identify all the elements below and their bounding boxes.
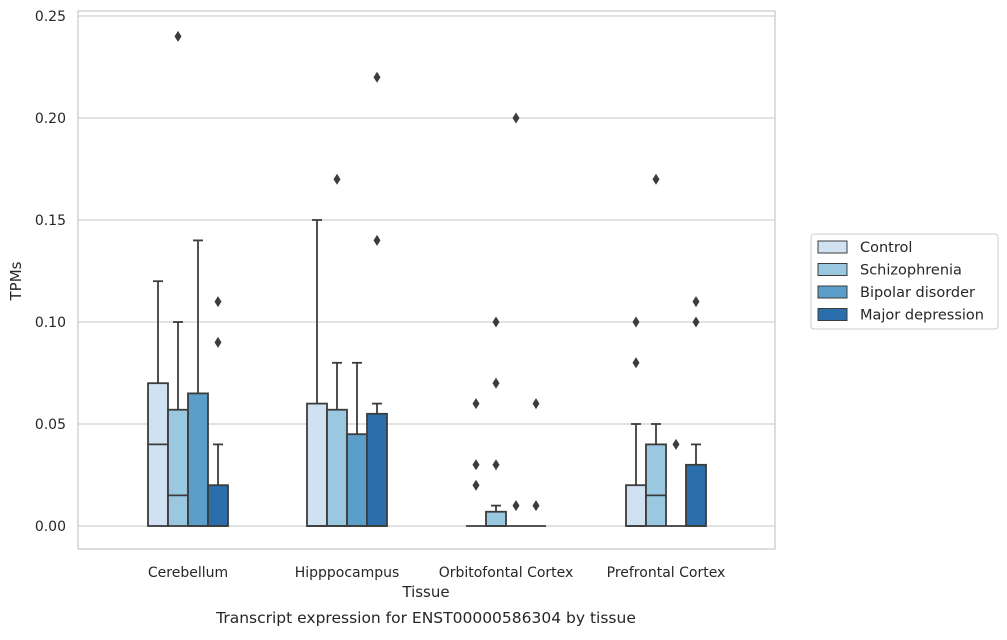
outlier-point: [692, 296, 700, 308]
box: [645, 443, 667, 527]
x-tick-label: Orbitofontal Cortex: [439, 565, 574, 581]
box: [187, 392, 209, 527]
outlier-point: [214, 336, 222, 348]
y-axis-label: TPMs: [7, 261, 25, 301]
legend: Control Schizophrenia Bipolar disorder Majo…: [810, 233, 999, 330]
x-tick-label: Hipppocampus: [295, 565, 400, 581]
plot-frame: [77, 10, 776, 550]
outlier-point: [652, 173, 660, 185]
outlier-point: [472, 459, 480, 471]
legend-swatch: [817, 308, 848, 321]
y-tick-labels: 0.00 0.05 0.10 0.15 0.20 0.25: [35, 9, 66, 535]
series-bipolar-disorder: [187, 112, 686, 527]
x-tick-label: Cerebellum: [148, 565, 228, 581]
box: [167, 408, 189, 527]
legend-label: Schizophrenia: [860, 263, 962, 279]
outlier-point: [174, 30, 182, 42]
outlier-point: [492, 459, 500, 471]
y-tick-label: 0.15: [35, 213, 66, 229]
outlier-point: [373, 234, 381, 246]
x-tick-labels: Cerebellum Hipppocampus Orbitofontal Corte…: [148, 565, 725, 581]
outlier-point: [632, 357, 640, 369]
y-tick-label: 0.10: [35, 315, 66, 331]
box: [366, 412, 388, 527]
series-major-depression: [207, 71, 707, 527]
y-tick-label: 0.25: [35, 9, 66, 25]
chart-caption: Transcript expression for ENST0000058630…: [215, 609, 636, 627]
outlier-point: [512, 112, 520, 124]
outlier-point: [472, 479, 480, 491]
outlier-point: [532, 398, 540, 410]
legend-label: Bipolar disorder: [860, 285, 975, 301]
legend-frame: [810, 233, 999, 330]
box: [625, 484, 647, 527]
legend-label: Control: [860, 240, 912, 256]
series-schizophrenia: [167, 30, 667, 527]
outlier-point: [472, 398, 480, 410]
box: [485, 510, 507, 527]
box: [326, 408, 348, 527]
series-control: [147, 219, 647, 527]
y-tick-label: 0.05: [35, 417, 66, 433]
legend-label: Major depression: [860, 308, 984, 324]
box: [147, 382, 169, 527]
box-series: [147, 30, 707, 527]
outlier-point: [333, 173, 341, 185]
box: [346, 433, 368, 527]
outlier-point: [373, 71, 381, 83]
legend-swatch: [817, 285, 848, 299]
box: [306, 402, 328, 527]
outlier-point: [632, 316, 640, 328]
y-tick-label: 0.20: [35, 111, 66, 127]
y-tick-label: 0.00: [35, 519, 66, 535]
outlier-point: [492, 377, 500, 389]
x-axis-label: Tissue: [401, 583, 449, 601]
outlier-point: [492, 316, 500, 328]
legend-swatch: [817, 263, 848, 276]
legend-swatch: [817, 240, 848, 254]
outlier-point: [692, 316, 700, 328]
box: [207, 484, 229, 527]
outlier-point: [512, 500, 520, 512]
x-tick-label: Prefrontal Cortex: [607, 565, 726, 581]
outlier-point: [532, 500, 540, 512]
outlier-point: [214, 296, 222, 308]
outlier-point: [672, 438, 680, 450]
box: [685, 463, 707, 527]
